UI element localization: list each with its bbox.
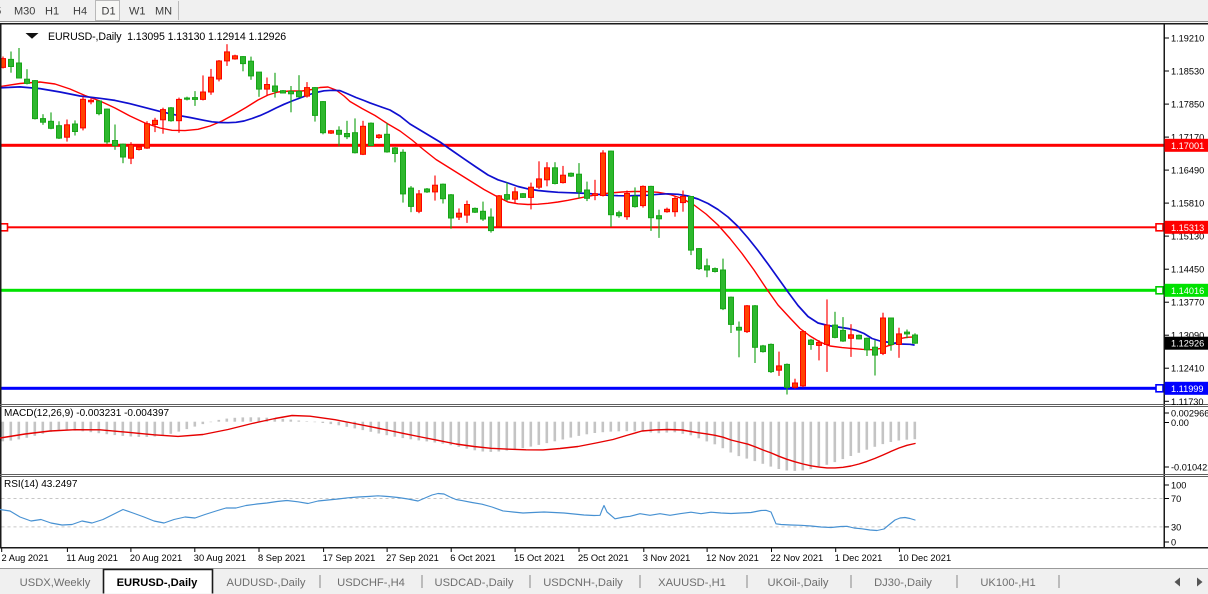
svg-text:1.12410: 1.12410 (1171, 364, 1204, 374)
svg-text:6 Oct 2021: 6 Oct 2021 (450, 553, 495, 563)
svg-text:USDCHF-,H4: USDCHF-,H4 (337, 577, 405, 589)
svg-text:1.17170: 1.17170 (1171, 133, 1204, 143)
svg-text:1.13090: 1.13090 (1171, 331, 1204, 341)
svg-text:12 Nov 2021: 12 Nov 2021 (706, 553, 759, 563)
svg-text:1.15810: 1.15810 (1171, 199, 1204, 209)
svg-text:1.15313: 1.15313 (1171, 223, 1204, 233)
svg-text:1.19210: 1.19210 (1171, 34, 1204, 44)
svg-text:D1: D1 (102, 6, 116, 18)
svg-text:1.17850: 1.17850 (1171, 100, 1204, 110)
svg-text:0.002966: 0.002966 (1171, 409, 1208, 419)
svg-text:M5: M5 (0, 6, 1, 18)
svg-text:RSI(14) 43.2497: RSI(14) 43.2497 (4, 479, 78, 490)
svg-text:UKOil-,Daily: UKOil-,Daily (768, 577, 829, 589)
svg-text:3 Nov 2021: 3 Nov 2021 (643, 553, 691, 563)
svg-text:UK100-,H1: UK100-,H1 (980, 577, 1035, 589)
svg-text:DJ30-,Daily: DJ30-,Daily (874, 577, 932, 589)
svg-text:10 Dec 2021: 10 Dec 2021 (898, 553, 951, 563)
svg-text:22 Nov 2021: 22 Nov 2021 (771, 553, 824, 563)
svg-text:1.11730: 1.11730 (1171, 397, 1204, 407)
svg-text:2 Aug 2021: 2 Aug 2021 (2, 553, 49, 563)
svg-text:1.17001: 1.17001 (1171, 141, 1204, 151)
svg-text:EURUSD-,Daily 1.13095 1.13130: EURUSD-,Daily 1.13095 1.13130 1.12914 1.… (48, 31, 286, 43)
svg-text:1.14450: 1.14450 (1171, 265, 1204, 275)
svg-text:1.15130: 1.15130 (1171, 232, 1204, 242)
svg-text:XAUUSD-,H1: XAUUSD-,H1 (658, 577, 726, 589)
svg-text:1.14016: 1.14016 (1171, 286, 1204, 296)
svg-text:USDX,Weekly: USDX,Weekly (20, 577, 91, 589)
svg-text:EURUSD-,Daily: EURUSD-,Daily (117, 577, 199, 589)
svg-text:70: 70 (1171, 494, 1181, 504)
svg-text:8 Sep 2021: 8 Sep 2021 (258, 553, 306, 563)
svg-text:100: 100 (1171, 481, 1186, 491)
svg-text:AUDUSD-,Daily: AUDUSD-,Daily (227, 577, 306, 589)
svg-text:27 Sep 2021: 27 Sep 2021 (386, 553, 439, 563)
svg-text:1.16490: 1.16490 (1171, 166, 1204, 176)
svg-text:USDCAD-,Daily: USDCAD-,Daily (435, 577, 514, 589)
svg-text:15 Oct 2021: 15 Oct 2021 (514, 553, 565, 563)
svg-text:25 Oct 2021: 25 Oct 2021 (578, 553, 629, 563)
svg-text:1.13770: 1.13770 (1171, 298, 1204, 308)
svg-text:11 Aug 2021: 11 Aug 2021 (66, 553, 118, 563)
svg-text:20 Aug 2021: 20 Aug 2021 (130, 553, 182, 563)
svg-text:17 Sep 2021: 17 Sep 2021 (323, 553, 376, 563)
svg-text:MACD(12,26,9) -0.003231 -0.004: MACD(12,26,9) -0.003231 -0.004397 (4, 408, 170, 419)
svg-text:W1: W1 (129, 6, 146, 18)
svg-text:MN: MN (155, 6, 172, 18)
svg-text:30 Aug 2021: 30 Aug 2021 (194, 553, 246, 563)
svg-text:1 Dec 2021: 1 Dec 2021 (835, 553, 883, 563)
svg-text:USDCNH-,Daily: USDCNH-,Daily (543, 577, 623, 589)
svg-text:H1: H1 (45, 6, 59, 18)
svg-text:0: 0 (1171, 538, 1176, 548)
svg-text:1.12926: 1.12926 (1171, 339, 1204, 349)
svg-text:30: 30 (1171, 522, 1181, 532)
svg-text:-0.010422: -0.010422 (1171, 463, 1208, 473)
svg-text:1.11999: 1.11999 (1171, 384, 1204, 394)
svg-text:H4: H4 (73, 6, 87, 18)
svg-text:1.18530: 1.18530 (1171, 67, 1204, 77)
svg-text:M30: M30 (14, 6, 35, 18)
svg-text:0.00: 0.00 (1171, 418, 1189, 428)
